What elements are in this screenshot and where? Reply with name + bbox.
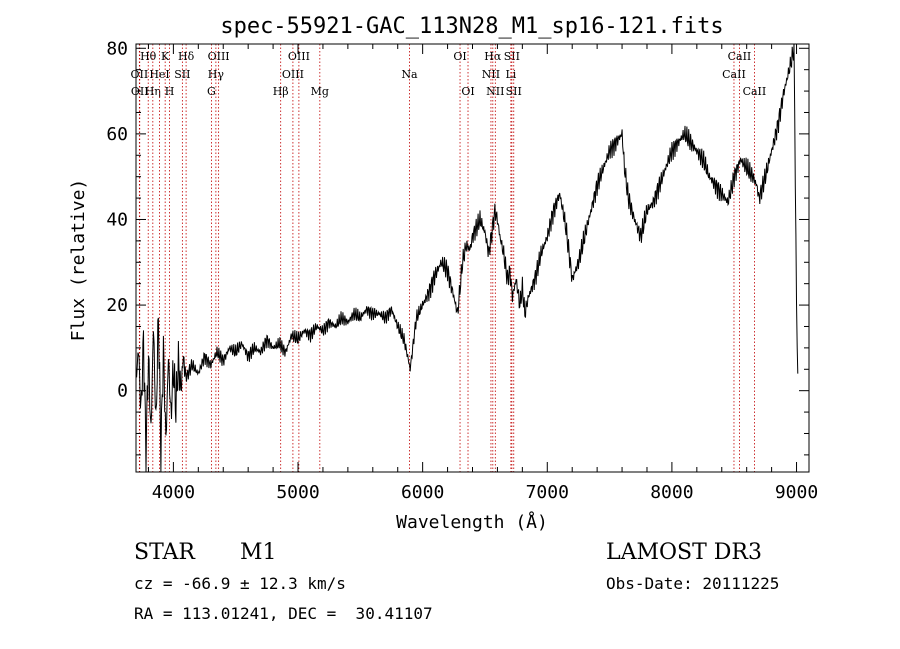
line-marker-label: Hθ bbox=[140, 50, 157, 63]
chart-title: spec-55921-GAC_113N28_M1_sp16-121.fits bbox=[220, 14, 723, 39]
x-tick-label: 4000 bbox=[152, 482, 195, 503]
line-marker-label: OII bbox=[131, 68, 149, 81]
axes: 4000 5000 6000 7000 8000 9000 0 20 40 60 80 bbox=[106, 38, 818, 503]
x-tick-label: 6000 bbox=[401, 482, 444, 503]
y-axis-label: Flux (relative) bbox=[68, 179, 89, 342]
x-tick-label: 9000 bbox=[775, 482, 818, 503]
line-marker-label: Hδ bbox=[178, 50, 195, 63]
line-marker-label: H bbox=[165, 85, 175, 98]
x-tick-label: 5000 bbox=[276, 482, 319, 503]
line-marker-label: Hη bbox=[145, 85, 161, 98]
line-marker-label: NII bbox=[482, 68, 500, 81]
line-marker-label: G bbox=[207, 85, 216, 98]
line-marker-label: SII bbox=[504, 50, 520, 63]
line-marker-label: SII bbox=[506, 85, 522, 98]
line-marker-label: NII bbox=[486, 85, 504, 98]
line-marker-label: SII bbox=[174, 68, 190, 81]
line-marker-label: CaII bbox=[743, 85, 767, 98]
line-marker-label: K bbox=[161, 50, 170, 63]
y-tick-label: 60 bbox=[106, 124, 128, 145]
y-tick-label: 40 bbox=[106, 209, 128, 230]
line-marker-label: Li bbox=[505, 68, 516, 81]
line-marker-label: OIII bbox=[288, 50, 310, 63]
class-label: STAR bbox=[134, 540, 195, 565]
x-axis-label: Wavelength (Å) bbox=[396, 511, 548, 533]
line-marker-label: Hγ bbox=[208, 68, 225, 81]
line-marker-label: OIII bbox=[282, 68, 304, 81]
line-marker-label: CaII bbox=[728, 50, 752, 63]
y-tick-label: 20 bbox=[106, 295, 128, 316]
line-marker-label: Na bbox=[401, 68, 418, 81]
x-tick-label: 7000 bbox=[526, 482, 569, 503]
line-marker-label: Mg bbox=[311, 85, 329, 98]
line-marker-label: OI bbox=[461, 85, 474, 98]
flux-spectrum-line bbox=[135, 43, 799, 473]
line-marker-label: OI bbox=[453, 50, 466, 63]
line-marker-label: HeI bbox=[149, 68, 169, 81]
line-marker-label: Hβ bbox=[273, 85, 289, 98]
x-tick-label: 8000 bbox=[650, 482, 693, 503]
redshift-line: cz = -66.9 ± 12.3 km/s bbox=[134, 574, 346, 593]
observation-date: Obs-Date: 20111225 bbox=[606, 574, 780, 593]
y-tick-label: 80 bbox=[106, 38, 128, 59]
line-marker-label: OIII bbox=[208, 50, 230, 63]
y-tick-label: 0 bbox=[117, 381, 128, 402]
survey-label: LAMOST DR3 bbox=[606, 540, 762, 565]
line-marker-label: Hα bbox=[484, 50, 502, 63]
plot-frame bbox=[135, 43, 810, 473]
subclass-label: M1 bbox=[240, 540, 277, 565]
coordinates-line: RA = 113.01241, DEC = 30.41107 bbox=[134, 604, 433, 623]
line-marker-label: CaII bbox=[722, 68, 746, 81]
